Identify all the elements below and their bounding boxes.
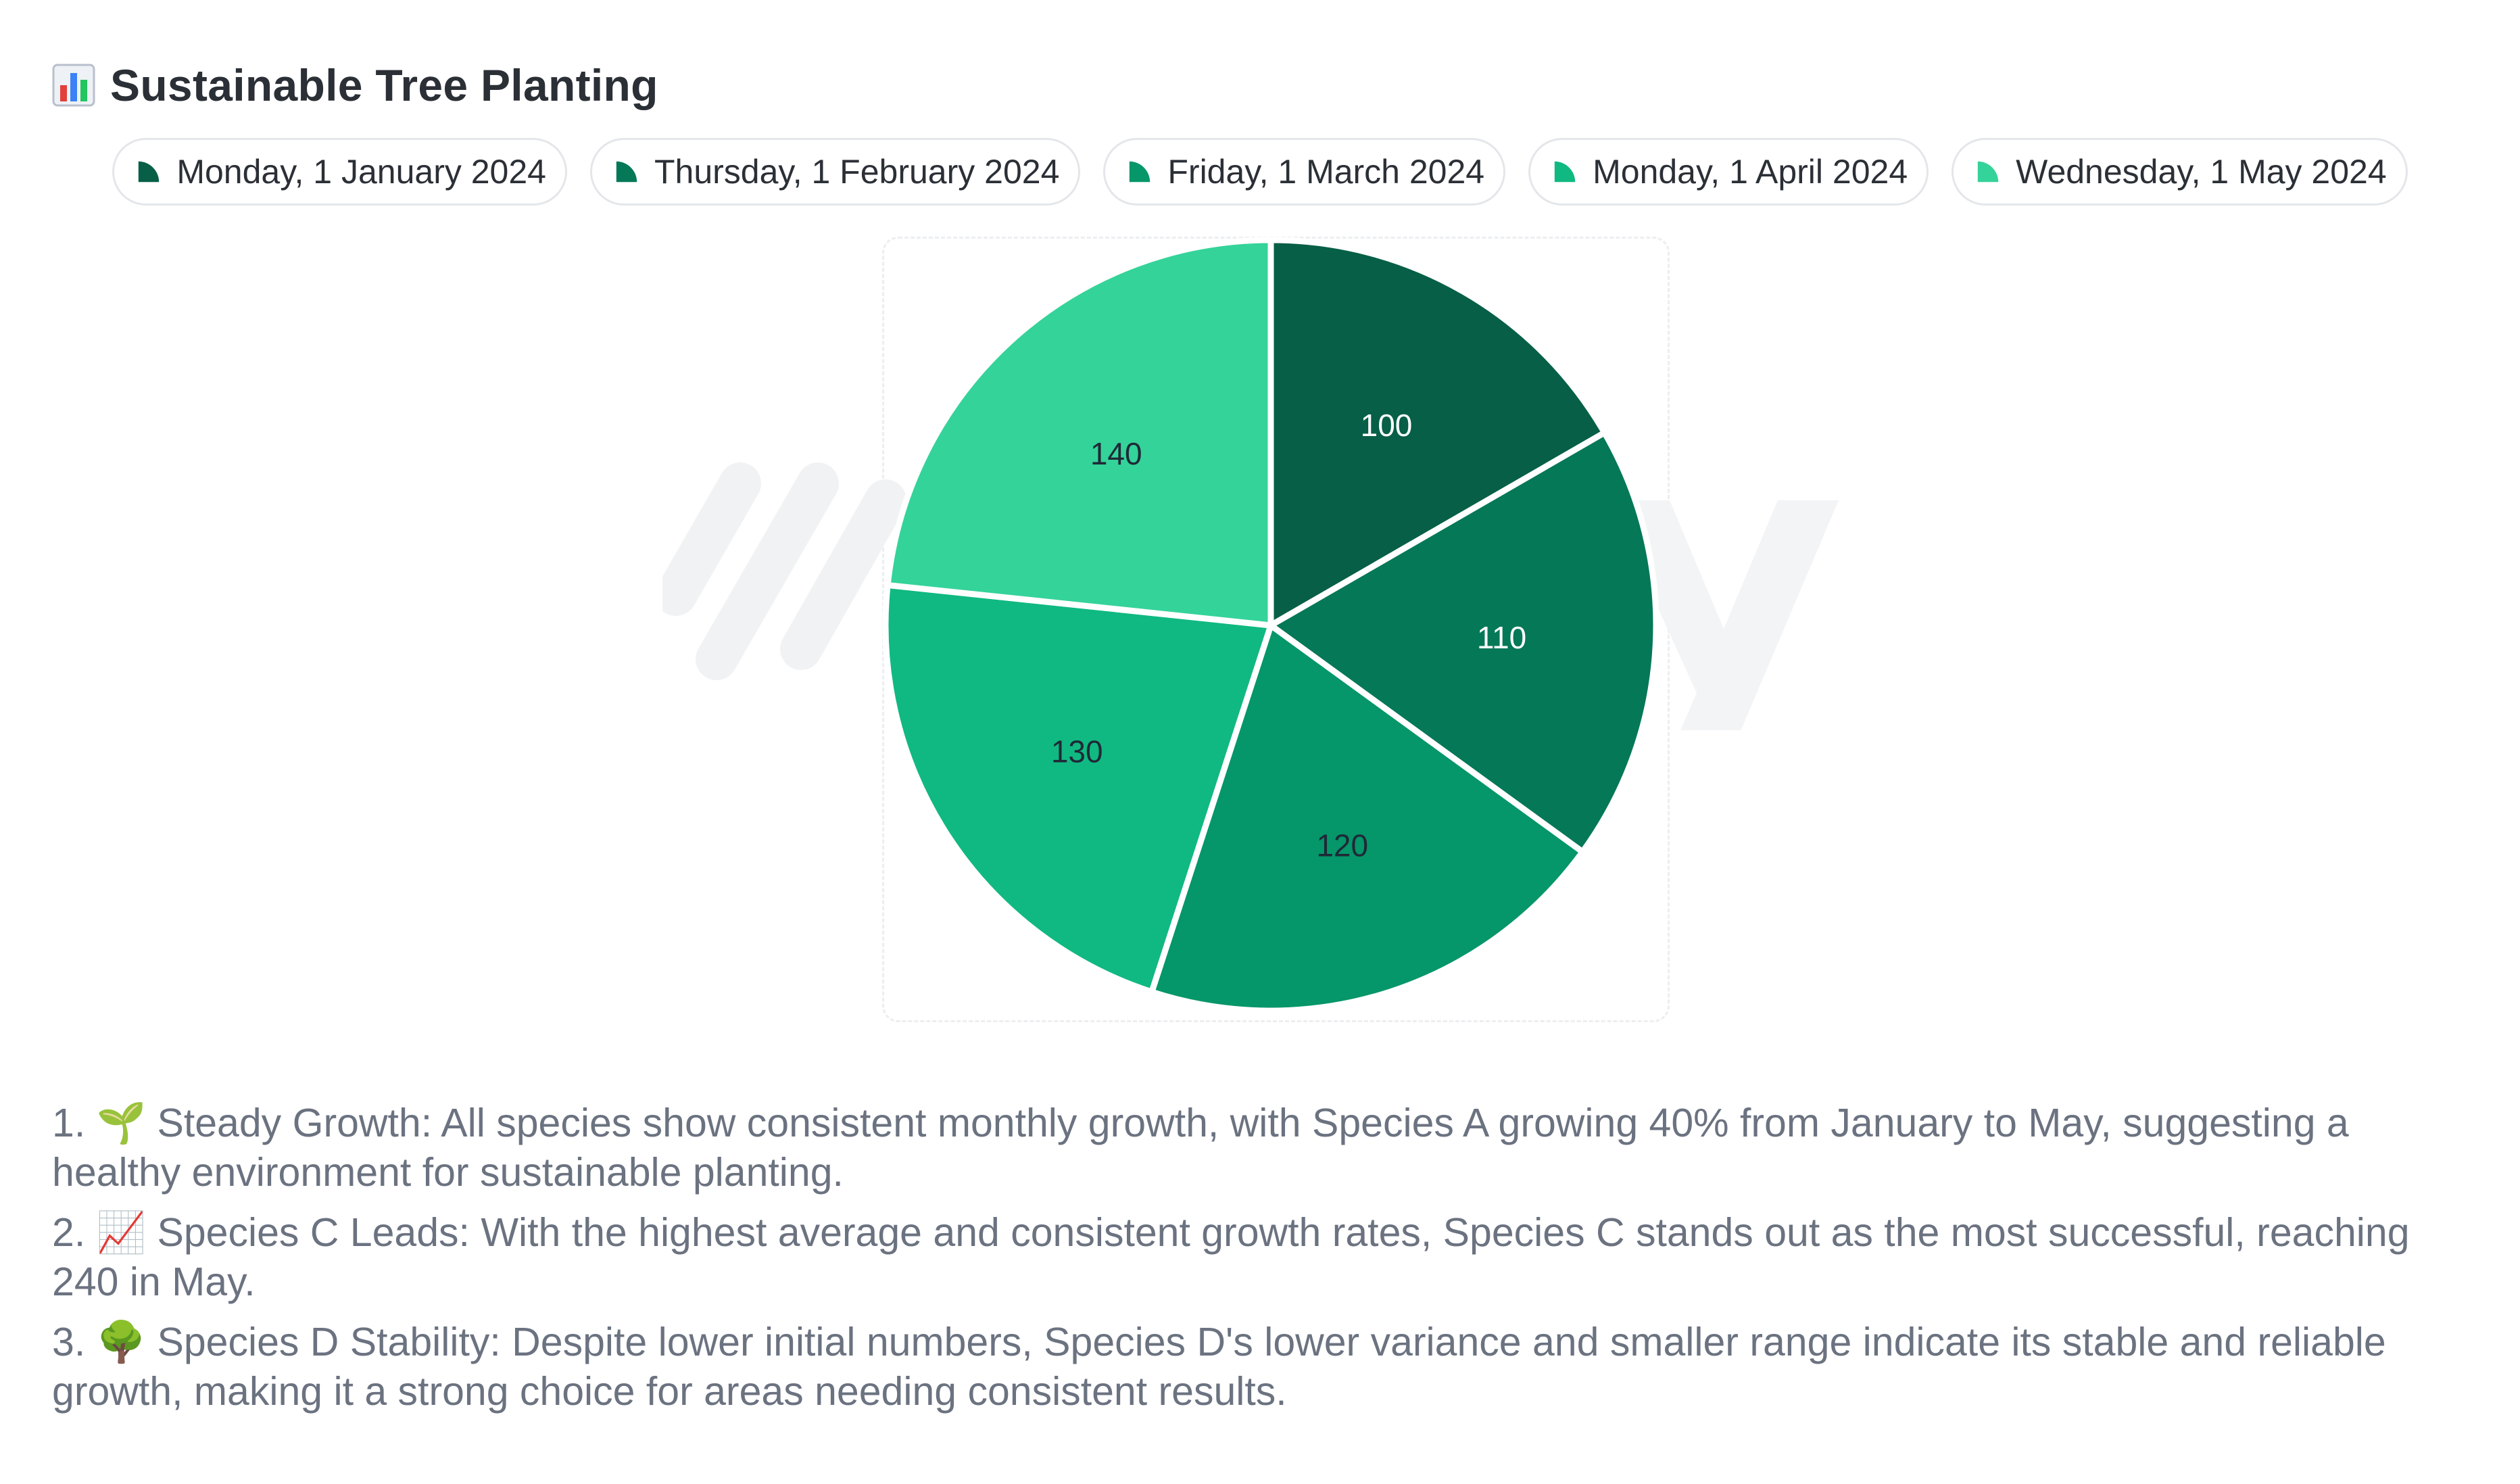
legend-label: Monday, 1 April 2024 [1593, 153, 1908, 191]
legend-item[interactable]: Wednesday, 1 May 2024 [1952, 138, 2408, 206]
insight-emoji-icon: 🌳 [96, 1320, 147, 1364]
pie-slice-icon [1130, 161, 1150, 183]
legend-item[interactable]: Monday, 1 January 2024 [112, 138, 567, 206]
pie-slice[interactable] [884, 237, 1274, 629]
insights-list: 1. 🌱 Steady Growth: All species show con… [52, 1099, 2479, 1427]
insight-emoji-icon: 📈 [96, 1210, 147, 1255]
page-title: Sustainable Tree Planting [110, 60, 658, 110]
slice-value-label: 140 [1090, 436, 1142, 471]
insight-item: 2. 📈 Species C Leads: With the highest a… [52, 1208, 2479, 1307]
legend-label: Wednesday, 1 May 2024 [2016, 153, 2387, 191]
pie-slice-icon [1554, 161, 1576, 183]
pie-slice[interactable] [1267, 237, 1608, 629]
insight-item: 1. 🌱 Steady Growth: All species show con… [52, 1099, 2479, 1197]
pie-slice-icon [616, 161, 637, 183]
legend-label: Friday, 1 March 2024 [1167, 153, 1485, 191]
pie-slice[interactable] [1148, 622, 1586, 1014]
insight-number: 1. [52, 1101, 86, 1145]
bar-chart-icon [52, 64, 95, 107]
slice-value-label: 120 [1316, 828, 1368, 863]
insight-text: Species D Stability: Despite lower initi… [52, 1320, 2386, 1414]
watermark-logo [662, 462, 1839, 730]
legend-item[interactable]: Monday, 1 April 2024 [1528, 138, 1929, 206]
insight-number: 3. [52, 1320, 86, 1364]
slice-value-label: 100 [1361, 408, 1413, 443]
legend-item[interactable]: Thursday, 1 February 2024 [589, 138, 1081, 206]
pie-slice-icon [139, 161, 160, 183]
insight-item: 3. 🌳 Species D Stability: Despite lower … [52, 1318, 2479, 1416]
legend-item[interactable]: Friday, 1 March 2024 [1103, 138, 1506, 206]
insight-text: Species C Leads: With the highest averag… [52, 1210, 2410, 1304]
legend-label: Thursday, 1 February 2024 [654, 153, 1060, 191]
pie-slice[interactable] [1267, 429, 1659, 855]
pie-slice[interactable] [882, 581, 1274, 995]
chart-header: Sustainable Tree Planting [52, 53, 658, 118]
slice-value-label: 110 [1477, 620, 1526, 655]
insight-emoji-icon: 🌱 [96, 1101, 147, 1145]
insight-text: Steady Growth: All species show consiste… [52, 1101, 2349, 1195]
pie-slice-icon [1977, 161, 1999, 183]
chart-legend: Monday, 1 January 2024 Thursday, 1 Februa… [0, 138, 2520, 206]
insight-number: 2. [52, 1210, 86, 1255]
slice-value-label: 130 [1051, 734, 1103, 769]
legend-label: Monday, 1 January 2024 [176, 153, 546, 191]
